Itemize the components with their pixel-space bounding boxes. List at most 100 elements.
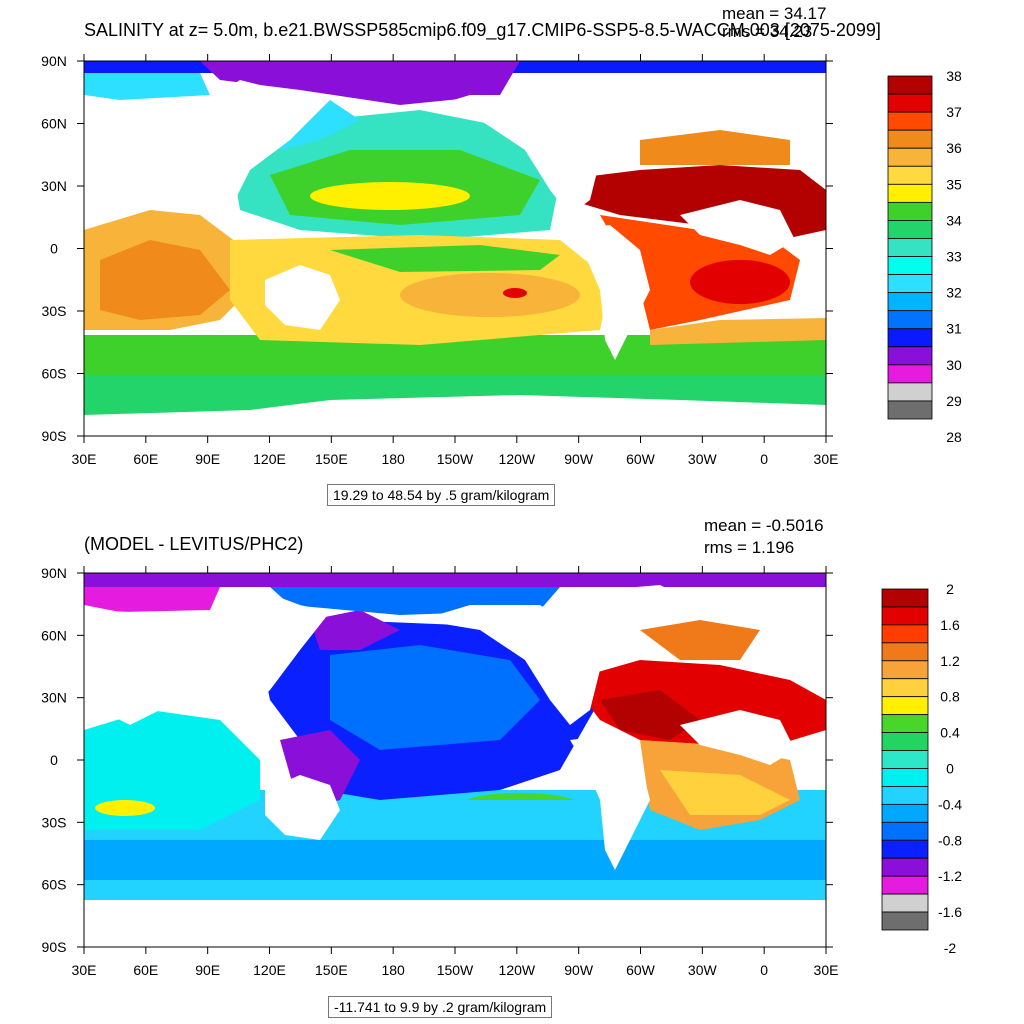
indian-ocean-positive xyxy=(95,800,155,816)
colorbar-swatch xyxy=(881,875,929,895)
colorbar-swatch xyxy=(887,328,933,348)
salinity-map xyxy=(84,61,826,436)
map2-title: (MODEL - LEVITUS/PHC2) xyxy=(84,534,304,554)
indian-ocean-high xyxy=(100,240,230,320)
colorbar-swatch xyxy=(887,201,933,221)
y-tick-label: 60N xyxy=(41,116,67,132)
north-america-land-2 xyxy=(420,605,600,725)
y-tick-label: 60N xyxy=(41,627,67,643)
colorbar-swatch xyxy=(887,382,933,402)
x-tick-label: 30E xyxy=(72,962,97,978)
colorbar-swatch xyxy=(887,364,933,384)
colorbar-swatch xyxy=(881,750,929,769)
colorbar-label: 28 xyxy=(946,429,962,445)
map1-axes: 30E 60E 90E 120E 150E 180 150W 120W 90W 60W 30W 0 30… xyxy=(41,53,838,467)
map1-colorbar: 38 37 36 35 34 33 32 31 30 29 28 xyxy=(887,68,962,445)
x-tick-label: 150E xyxy=(315,962,348,978)
greenland-land xyxy=(600,75,690,110)
x-tick-label: 150W xyxy=(437,451,474,467)
y-tick-label: 30S xyxy=(42,303,67,319)
barents-sea xyxy=(84,73,210,100)
x-tick-label: 90W xyxy=(564,451,594,467)
x-tick-label: 60E xyxy=(133,451,158,467)
x-tick-label: 90E xyxy=(195,451,220,467)
x-tick-label: 0 xyxy=(760,451,768,467)
arctic-fresh xyxy=(200,61,520,105)
africa-land xyxy=(680,200,795,255)
south-pacific-high xyxy=(400,273,580,317)
south-pacific-max xyxy=(503,288,527,298)
colorbar-label: 31 xyxy=(946,321,962,337)
y-tick-label: 60S xyxy=(42,366,67,382)
colorbar-swatch xyxy=(881,624,929,644)
y-tick-label: 0 xyxy=(50,241,58,257)
antarctica-land xyxy=(84,395,826,436)
colorbar-swatch xyxy=(881,803,929,823)
x-tick-label: 30W xyxy=(688,962,718,978)
x-tick-label: 30W xyxy=(688,451,718,467)
north-atlantic-max xyxy=(600,690,700,740)
y-tick-label: 90N xyxy=(41,53,67,69)
colorbar-swatch xyxy=(881,893,929,913)
colorbar-swatch xyxy=(887,256,933,275)
north-pacific-high xyxy=(310,182,470,210)
colorbar-swatch xyxy=(887,75,933,95)
colorbar-swatch xyxy=(881,678,929,698)
map1-range-label: 19.29 to 48.54 by .5 gram/kilogram xyxy=(327,484,556,506)
x-tick-label: 60W xyxy=(626,451,656,467)
south-america-land xyxy=(570,225,650,360)
colorbar-swatch xyxy=(887,292,933,312)
x-tick-label: 180 xyxy=(381,962,405,978)
colorbar-swatch xyxy=(887,165,933,185)
y-tick-label: 90S xyxy=(42,428,67,444)
australia-land xyxy=(265,265,340,330)
x-tick-label: 150E xyxy=(315,451,348,467)
colorbar-swatch xyxy=(881,911,929,931)
eurasia-land-2 xyxy=(84,590,330,710)
pacific-mid-negative xyxy=(330,645,540,750)
colorbar-label: -0.4 xyxy=(938,796,962,812)
colorbar-swatch xyxy=(881,642,929,662)
colorbar-label: -1.2 xyxy=(938,868,962,884)
colorbar-swatch xyxy=(887,183,933,203)
colorbar-swatch xyxy=(881,696,929,716)
colorbar-swatch xyxy=(887,400,933,420)
colorbar-swatch xyxy=(887,93,933,113)
colorbar-label: 1.2 xyxy=(940,653,960,669)
x-tick-label: 150W xyxy=(437,962,474,978)
x-tick-label: 120E xyxy=(253,962,286,978)
x-tick-label: 30E xyxy=(814,451,839,467)
labrador-sea xyxy=(640,620,760,660)
colorbar-swatch xyxy=(887,274,933,294)
map2-mean: mean = -0.5016 xyxy=(704,516,824,535)
x-tick-label: 0 xyxy=(760,962,768,978)
map2-range-label: -11.741 to 9.9 by .2 gram/kilogram xyxy=(328,996,553,1018)
colorbar-swatch xyxy=(887,238,933,257)
x-tick-label: 30E xyxy=(72,451,97,467)
colorbar-label: 0 xyxy=(946,760,954,776)
colorbar-swatch xyxy=(887,147,933,167)
y-tick-label: 60S xyxy=(42,877,67,893)
colorbar-swatch xyxy=(881,821,929,841)
colorbar-swatch xyxy=(881,786,929,805)
colorbar-label: 34 xyxy=(946,212,962,228)
colorbar-swatch xyxy=(881,588,929,608)
africa-land-2 xyxy=(680,710,795,765)
colorbar-label: 30 xyxy=(946,357,962,373)
indian-ocean-diff xyxy=(84,710,260,830)
y-tick-label: 30S xyxy=(42,814,67,830)
colorbar-label: 0.4 xyxy=(940,725,960,741)
colorbar-swatch xyxy=(881,732,929,751)
south-america-land-2 xyxy=(570,735,650,870)
north-atlantic-mid xyxy=(640,130,790,165)
north-pacific-fresh xyxy=(310,610,400,650)
colorbar-swatch xyxy=(881,606,929,626)
south-atlantic-max xyxy=(690,260,790,304)
colorbar-label: -2 xyxy=(944,940,957,956)
colorbar-label: 0.8 xyxy=(940,689,960,705)
map1-rms: rms = 34.23 xyxy=(722,22,813,41)
australia-land-2 xyxy=(265,775,340,840)
y-tick-label: 90S xyxy=(42,939,67,955)
north-america-land xyxy=(420,95,600,215)
